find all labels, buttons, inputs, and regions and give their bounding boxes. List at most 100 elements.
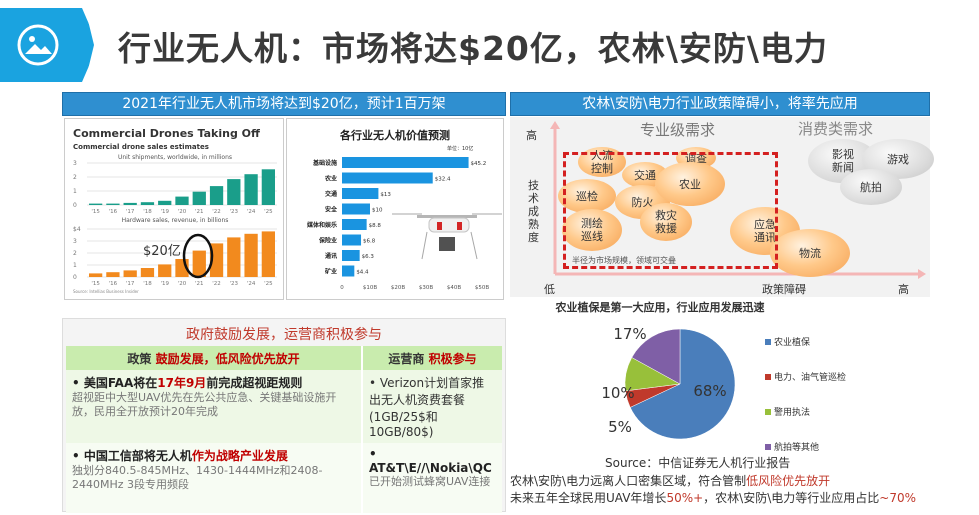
x-low-label: 低 (544, 283, 555, 296)
x-tick: $30B (419, 285, 433, 291)
bubble-axes (550, 121, 926, 279)
y-tick: 3 (73, 238, 77, 245)
category-label: 矿业 (325, 268, 337, 276)
pie-svg: 68% 5% 10% 17% (601, 325, 736, 440)
x-tick: '24 (247, 281, 256, 287)
bar (192, 191, 206, 205)
category-label: 农业 (324, 175, 337, 183)
pie-label: 10% (601, 384, 634, 402)
legend-label: 农业植保 (774, 338, 811, 348)
category-label: 通讯 (325, 252, 337, 260)
bar (342, 234, 362, 246)
highlight-ellipse (182, 233, 214, 279)
bar (140, 268, 155, 277)
x-tick: '23 (230, 281, 239, 287)
bar (123, 202, 137, 205)
pie-slice (631, 328, 681, 385)
policy-row-faa: • 美国FAA将在17年9月前完成超视距规则 超视距中大型UAV优先在先公共应急… (66, 370, 363, 443)
policy-row-miit: • 中国工信部将无人机作为战略产业发展 独划分840.5-845MHz、1430… (66, 443, 363, 513)
category-label: 安全 (325, 206, 338, 214)
x-tick: '25 (264, 281, 273, 287)
chart-title: 各行业无人机价值预测 (339, 128, 450, 142)
bubble-item: 航拍 (840, 169, 902, 205)
pie-slice (629, 328, 736, 440)
bar (342, 250, 360, 261)
bar (342, 219, 367, 230)
panel-title: Unit shipments, worldwide, in millions (118, 154, 232, 161)
consumer-label: 消费类需求 (798, 120, 874, 138)
bubble-item: 巡检 (558, 179, 616, 213)
bar (140, 202, 155, 205)
bar (106, 203, 120, 205)
policy-title: 政府鼓励发展，运营商积极参与 (186, 327, 382, 343)
bar (261, 169, 275, 205)
legend-item: 农业植保 (765, 335, 846, 348)
operator-row-verizon: • Verizon计划首家推出无人机资费套餐 (1GB/25$和10GB/80$… (369, 376, 485, 439)
operator-row-att: • AT&T\E//\Nokia\QC 已开始测试蜂窝UAV连接 (369, 447, 492, 488)
drone-sales-svg: Commercial Drones Taking Off Commercial d… (73, 127, 277, 294)
right-banner: 农林\安防\电力行业政策障碍小，将率先应用 (510, 92, 930, 116)
y-axis-label: 技术成熟度 (528, 179, 539, 244)
policy-panel: 政府鼓励发展，运营商积极参与 政策 鼓励发展，低风险优先放开 运营商 积极参与 … (62, 318, 506, 513)
y-tick: 3 (73, 160, 77, 167)
bubble-item: 农业 (655, 162, 725, 206)
bar (175, 196, 189, 205)
x-tick: '19 (160, 209, 169, 215)
bubble-label: 影视新闻 (832, 148, 854, 174)
pie-panel: 农业植保是第一大应用，行业应用发展迅速 68% 5% 10% 17% 农业植保 电力、油… (510, 297, 930, 512)
summary-line-1: 农林\安防\电力远离人口密集区域，符合管制低风险优先放开 (510, 474, 831, 488)
summary-line-2: 未来五年全球民用UAV年增长50%+，农林\安防\电力等行业应用占比~70% (510, 491, 916, 505)
bar (244, 233, 258, 277)
bar (261, 231, 275, 277)
legend-swatch (765, 373, 771, 380)
bar (158, 200, 172, 205)
value-label: $6.8 (363, 239, 376, 245)
bar (209, 186, 224, 205)
x-tick: '23 (230, 209, 239, 215)
highlight-box (563, 152, 778, 269)
y-tick: 2 (73, 174, 77, 181)
drone-image (392, 213, 502, 260)
value-label: $6.3 (362, 254, 375, 260)
x-tick: '16 (109, 281, 118, 287)
left-banner: 2021年行业无人机市场将达到$20亿，预计1百万架 (62, 92, 506, 116)
x-tick: '17 (126, 209, 135, 215)
panel-title: Hardware sales, revenue, in billions (122, 217, 229, 224)
x-tick: '18 (143, 281, 152, 287)
x-tick: $40B (447, 285, 461, 291)
value-label: $13 (380, 192, 391, 198)
y-tick: $4 (73, 226, 81, 233)
x-tick: $50B (475, 285, 489, 291)
bar (342, 265, 355, 277)
bar (342, 203, 370, 215)
bubble-chart: 专业级需求 高 技术成熟度 低 政策障碍 高 人流控制 交通 调查 巡检 防火 农业 测绘巡… (510, 117, 934, 297)
value-label: $45.2 (471, 161, 487, 167)
bubble-label: 航拍 (860, 180, 882, 194)
pie-label: 5% (608, 418, 632, 436)
category-label: 媒体和娱乐 (307, 221, 337, 229)
x-axis-label: 政策障碍 (762, 283, 806, 296)
policy-header: 政策 鼓励发展，低风险优先放开 (66, 346, 363, 370)
policy-table: 政策 鼓励发展，低风险优先放开 运营商 积极参与 • 美国FAA将在17年9月前… (66, 346, 502, 513)
bubble-label: 交通 (634, 168, 656, 182)
bar (342, 172, 433, 184)
bubble-item: 应急通讯 (730, 207, 800, 255)
x-high-label: 高 (898, 283, 909, 296)
x-tick: $20B (391, 285, 405, 291)
x-tick: '15 (91, 209, 100, 215)
source-note: Source：中信证券无人机行业报告 (605, 456, 791, 470)
bar (123, 270, 137, 277)
operator-header: 运营商 积极参与 (362, 346, 502, 370)
category-label: 基础设施 (312, 159, 337, 167)
value-label: $10 (372, 208, 383, 214)
x-tick: '25 (264, 209, 273, 215)
bar (106, 272, 120, 277)
industry-value-chart: 各行业无人机价值预测 单位：10亿 基础设施 $45.2 农业 $32.4 交通 $13 安全 $… (286, 118, 504, 300)
image-icon (17, 24, 59, 66)
legend-item: 电力、油气管巡检 (765, 370, 846, 383)
x-tick: '16 (109, 209, 118, 215)
drone-sales-chart: Commercial Drones Taking Off Commercial d… (64, 118, 284, 300)
pie-legend: 农业植保 电力、油气管巡检 警用执法 航拍等其他 (765, 335, 846, 475)
bubble-label: 应急通讯 (754, 218, 776, 244)
